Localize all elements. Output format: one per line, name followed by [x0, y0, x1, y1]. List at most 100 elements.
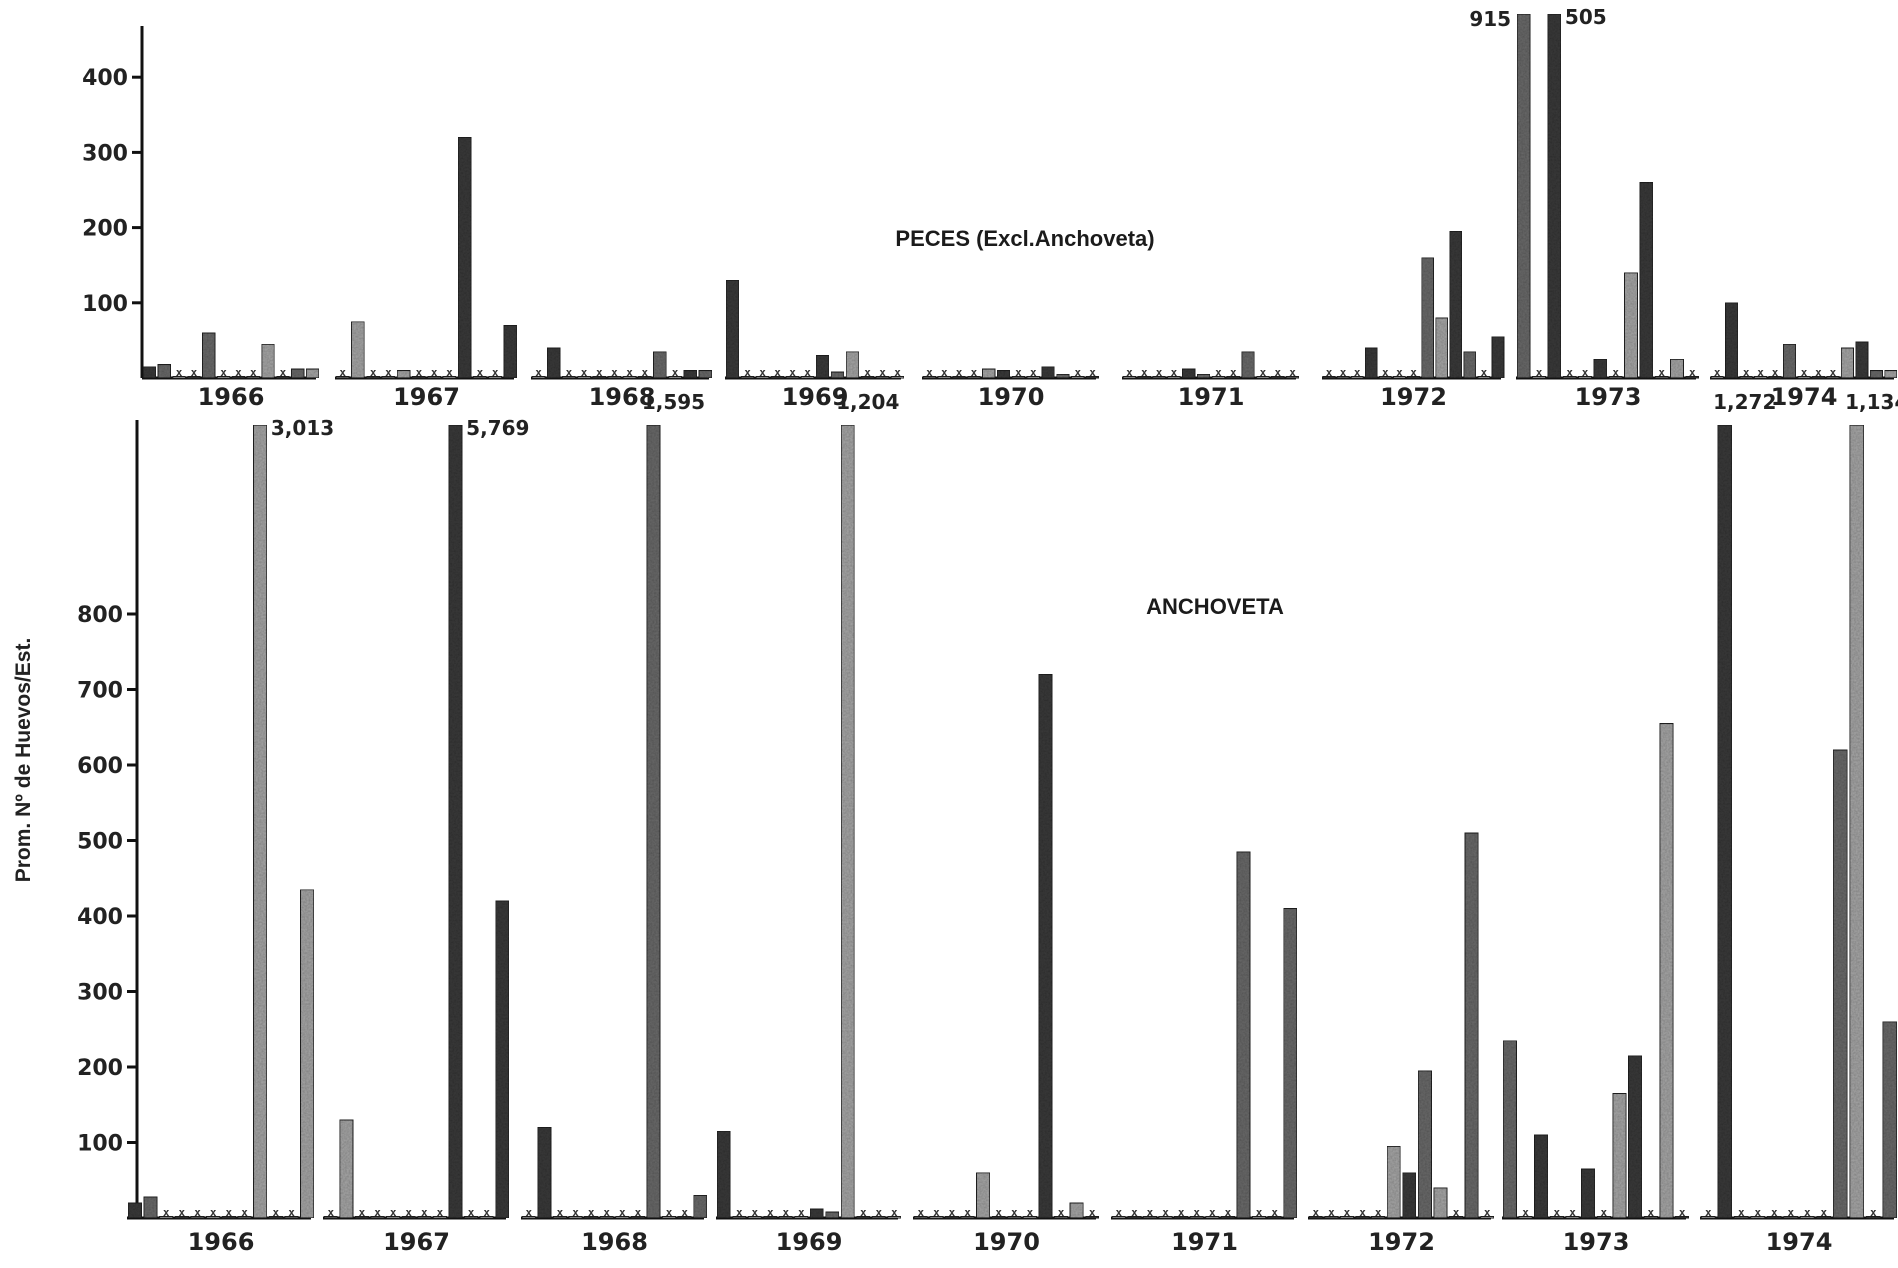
bar-top-1966-1	[157, 363, 172, 379]
year-label-top-1973: 1973	[1575, 383, 1642, 411]
bar-bottom-1966-9	[268, 1215, 284, 1220]
value-annotation-1134: 1,134	[1845, 390, 1898, 414]
year-label-bottom-1972: 1972	[1368, 1228, 1435, 1256]
bar-top-1972-3	[1364, 347, 1378, 379]
zero-marker: x	[1801, 366, 1808, 379]
bar-bottom-1967-3	[370, 1215, 385, 1220]
bar-top-1969-10	[875, 375, 890, 380]
year-label-top-1969: 1969	[782, 383, 849, 411]
zero-marker: x	[964, 1206, 971, 1219]
bar-bottom-1971-3	[1158, 1215, 1173, 1220]
bar-bottom-1971-2	[1142, 1215, 1158, 1220]
value-annotation-505: 505	[1565, 5, 1607, 29]
zero-marker: x	[1375, 1206, 1382, 1219]
value-annotation-3013: 3,013	[271, 416, 334, 440]
bar-top-1969-9	[860, 375, 875, 380]
bar-bottom-1973-8	[1627, 1055, 1643, 1219]
zero-marker: x	[280, 366, 287, 379]
bar-top-1966-6	[231, 375, 246, 380]
year-label-top-1968: 1968	[589, 383, 656, 411]
zero-marker: x	[1410, 366, 1417, 379]
zero-marker: x	[1193, 1206, 1200, 1219]
bar-bottom-1973-7	[1612, 1092, 1627, 1219]
bar-bottom-1969-11	[886, 1215, 902, 1220]
zero-marker: x	[1481, 366, 1488, 379]
bar-top-1970-8	[1041, 366, 1056, 379]
bar-top-1973-2	[1547, 13, 1562, 379]
bar-top-1968-8	[652, 351, 668, 379]
zero-marker: x	[525, 1206, 532, 1219]
bar-bottom-1972-7	[1417, 1070, 1433, 1219]
bar-top-1966-3	[186, 375, 201, 380]
bar-top-1968-6	[622, 375, 637, 380]
zero-marker: x	[416, 366, 423, 379]
zero-marker: x	[744, 366, 751, 379]
year-label-top-1967: 1967	[393, 383, 460, 411]
value-annotation-1595: 1,595	[642, 390, 705, 414]
zero-marker: x	[1354, 366, 1361, 379]
bar-top-1974-9	[1840, 347, 1855, 379]
bar-bottom-1973-0	[1502, 1039, 1518, 1219]
zero-marker: x	[1396, 366, 1403, 379]
zero-marker: x	[1340, 366, 1347, 379]
zero-marker: x	[1141, 366, 1148, 379]
zero-marker: x	[933, 1206, 940, 1219]
bar-top-1966-5	[216, 375, 231, 380]
bar-bottom-1968-4	[583, 1215, 599, 1220]
zero-marker: x	[1754, 1206, 1761, 1219]
zero-marker: x	[1382, 366, 1389, 379]
bar-bottom-1966-8	[252, 424, 268, 1219]
bar-top-1974-1	[1724, 302, 1739, 379]
bar-bottom-1972-9	[1448, 1215, 1464, 1220]
zero-marker: x	[194, 1206, 201, 1219]
bar-bottom-1968-10	[677, 1215, 692, 1220]
bar-bottom-1971-1	[1127, 1215, 1142, 1220]
zero-marker: x	[1679, 1206, 1686, 1219]
bar-bottom-1970-9	[1053, 1215, 1069, 1220]
zero-marker: x	[1131, 1206, 1138, 1219]
zero-marker: x	[789, 366, 796, 379]
bar-top-1969-6	[815, 354, 830, 379]
zero-marker: x	[477, 366, 484, 379]
bar-bottom-1968-9	[661, 1215, 677, 1220]
zero-marker: x	[1772, 366, 1779, 379]
bar-bottom-1971-0	[1111, 1215, 1127, 1220]
zero-marker: x	[804, 366, 811, 379]
zero-marker: x	[370, 366, 377, 379]
zero-marker: x	[390, 1206, 397, 1219]
zero-marker: x	[226, 1206, 233, 1219]
year-label-top-1971: 1971	[1178, 383, 1245, 411]
bar-bottom-1966-4	[190, 1215, 205, 1220]
bar-bottom-1972-2	[1339, 1215, 1355, 1220]
zero-marker: x	[1658, 366, 1665, 379]
year-label-bottom-1967: 1967	[383, 1228, 450, 1256]
bar-bottom-1973-3	[1549, 1215, 1565, 1220]
bar-top-1968-7	[637, 375, 652, 380]
bar-top-1971-9	[1255, 375, 1270, 380]
bar-top-1973-6	[1608, 375, 1623, 380]
zero-marker: x	[1771, 1206, 1778, 1219]
bar-top-1972-2	[1350, 375, 1364, 380]
bar-bottom-1970-1	[929, 1215, 944, 1220]
bar-bottom-1966-2	[158, 1215, 174, 1220]
bar-bottom-1968-3	[568, 1215, 583, 1220]
bar-top-1969-5	[800, 375, 815, 380]
zero-marker: x	[1522, 1206, 1529, 1219]
bar-top-1970-6	[1011, 375, 1026, 380]
bar-bottom-1969-3	[762, 1215, 778, 1220]
zero-marker: x	[374, 1206, 381, 1219]
zero-marker: x	[1089, 1206, 1096, 1219]
bar-top-1971-8	[1241, 351, 1256, 379]
zero-marker: x	[1787, 1206, 1794, 1219]
bar-top-1970-2	[952, 375, 967, 380]
bar-bottom-1974-3	[1750, 1215, 1766, 1220]
bar-bottom-1970-6	[1006, 1215, 1022, 1220]
bar-top-1973-9	[1654, 375, 1669, 380]
zero-marker: x	[941, 366, 948, 379]
zero-marker: x	[468, 1206, 475, 1219]
bar-top-1974-0	[1710, 375, 1725, 380]
bar-bottom-1966-10	[284, 1215, 299, 1220]
zero-marker: x	[956, 366, 963, 379]
year-label-bottom-1974: 1974	[1766, 1228, 1833, 1256]
